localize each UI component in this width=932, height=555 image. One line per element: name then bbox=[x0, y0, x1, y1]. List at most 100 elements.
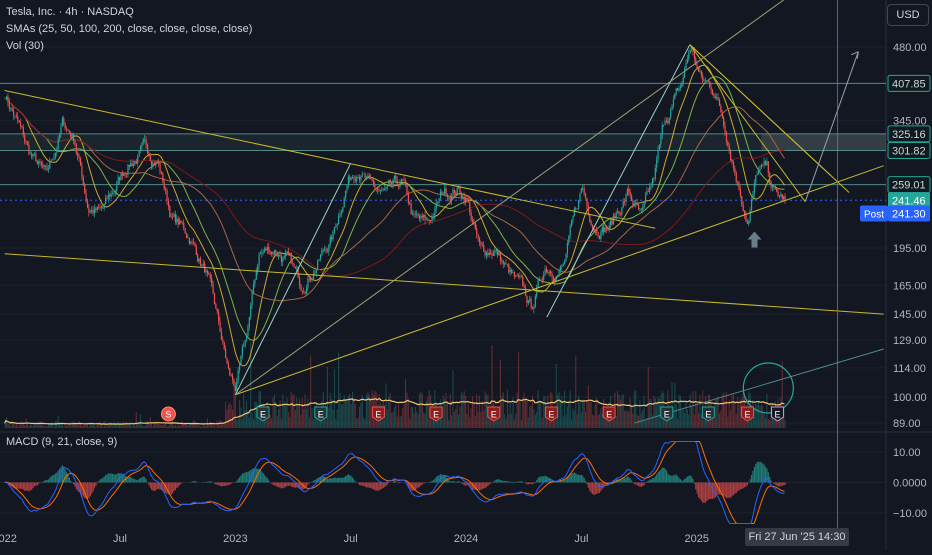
trend-line[interactable] bbox=[547, 45, 690, 318]
volume-bar bbox=[399, 417, 400, 428]
volume-bar bbox=[581, 413, 582, 428]
macd-histogram-bar bbox=[779, 483, 780, 487]
macd-histogram-bar bbox=[577, 475, 578, 483]
candle-body bbox=[492, 254, 493, 256]
resistance-zone[interactable] bbox=[0, 134, 886, 151]
volume-bar bbox=[35, 424, 36, 428]
candle-body bbox=[152, 163, 153, 166]
candle-body bbox=[69, 130, 70, 132]
macd-histogram-bar bbox=[678, 478, 679, 483]
volume-bar bbox=[624, 411, 625, 428]
up-arrow-marker[interactable] bbox=[747, 231, 761, 247]
macd-histogram-bar bbox=[173, 483, 174, 492]
candle-body bbox=[750, 210, 751, 221]
candle-body bbox=[159, 164, 160, 173]
candle-body bbox=[279, 255, 280, 257]
macd-histogram-bar bbox=[766, 468, 767, 482]
volume-bar bbox=[155, 423, 156, 428]
volume-bar bbox=[401, 416, 402, 428]
candle-body bbox=[108, 195, 109, 199]
macd-histogram-bar bbox=[518, 482, 519, 483]
candle-body bbox=[730, 151, 731, 160]
macd-histogram-bar bbox=[348, 474, 349, 482]
volume-bar bbox=[302, 398, 303, 428]
macd-histogram-bar bbox=[38, 483, 39, 485]
candle-body bbox=[305, 293, 306, 294]
macd-histogram-bar bbox=[726, 483, 727, 499]
trend-line[interactable] bbox=[5, 254, 884, 314]
trend-line[interactable] bbox=[690, 45, 805, 202]
candle-body bbox=[582, 188, 583, 189]
candle-body bbox=[673, 99, 674, 106]
candle-body bbox=[90, 212, 91, 213]
legend-vol[interactable]: Vol (30) bbox=[6, 40, 44, 52]
volume-bar bbox=[152, 426, 153, 428]
macd-histogram-bar bbox=[465, 483, 466, 486]
macd-histogram-bar bbox=[504, 481, 505, 483]
candle-body bbox=[618, 211, 619, 214]
volume-bar bbox=[472, 396, 473, 428]
volume-bar bbox=[510, 403, 511, 428]
macd-histogram-bar bbox=[771, 480, 772, 482]
volume-bar bbox=[42, 424, 43, 428]
candle-body bbox=[494, 251, 495, 253]
volume-bar bbox=[598, 415, 599, 428]
macd-histogram-bar bbox=[486, 483, 487, 487]
legend-title[interactable]: Tesla, Inc. · 4h · NASDAQ bbox=[6, 6, 134, 18]
volume-bar bbox=[575, 356, 576, 428]
candle-body bbox=[179, 221, 180, 225]
trend-line[interactable] bbox=[235, 0, 835, 395]
candle-body bbox=[154, 163, 155, 165]
candle-body bbox=[325, 249, 326, 252]
macd-histogram-bar bbox=[706, 483, 707, 501]
candle-body bbox=[722, 112, 723, 117]
volume-bar bbox=[461, 392, 462, 428]
trend-line[interactable] bbox=[690, 45, 831, 176]
volume-bar bbox=[127, 424, 128, 428]
candle-body bbox=[310, 279, 311, 280]
volume-bar bbox=[528, 417, 529, 428]
macd-histogram-bar bbox=[268, 481, 269, 483]
macd-histogram-bar bbox=[344, 477, 345, 482]
candle-body bbox=[233, 380, 234, 386]
candle-body bbox=[365, 174, 366, 178]
candle-body bbox=[257, 266, 258, 272]
volume-bar bbox=[367, 392, 368, 428]
macd-histogram-bar bbox=[432, 481, 433, 483]
volume-bar bbox=[784, 420, 785, 428]
candle-body bbox=[595, 229, 596, 232]
macd-histogram-bar bbox=[540, 476, 541, 482]
candle-body bbox=[716, 97, 717, 98]
macd-histogram-bar bbox=[418, 483, 419, 488]
projection-arrow[interactable] bbox=[805, 52, 858, 202]
currency-button[interactable]: USD bbox=[887, 4, 929, 26]
candle-body bbox=[698, 68, 699, 72]
candle-body bbox=[452, 190, 453, 196]
macd-histogram-bar bbox=[264, 475, 265, 483]
candle-body bbox=[521, 276, 522, 277]
candle-body bbox=[402, 179, 403, 180]
macd-histogram-bar bbox=[655, 476, 656, 482]
candle-body bbox=[23, 127, 24, 135]
legend-macd[interactable]: MACD (9, 21, close, 9) bbox=[6, 436, 117, 448]
trend-line[interactable] bbox=[5, 90, 656, 228]
macd-histogram-bar bbox=[392, 482, 393, 483]
macd-histogram-bar bbox=[685, 478, 686, 483]
volume-bar bbox=[723, 393, 724, 428]
legend-smas[interactable]: SMAs (25, 50, 100, 200, close, close, cl… bbox=[6, 23, 252, 35]
candle-body bbox=[383, 190, 384, 191]
candle-body bbox=[270, 253, 271, 254]
candle-body bbox=[129, 165, 130, 167]
volume-bar bbox=[720, 411, 721, 428]
macd-histogram-bar bbox=[346, 475, 347, 482]
candle-body bbox=[356, 177, 357, 181]
volume-bar bbox=[468, 404, 469, 428]
candle-body bbox=[575, 208, 576, 209]
volume-bar bbox=[215, 426, 216, 428]
macd-histogram-bar bbox=[692, 479, 693, 482]
volume-bar bbox=[762, 406, 763, 428]
candle-body bbox=[641, 209, 642, 210]
macd-histogram-bar bbox=[345, 476, 346, 482]
